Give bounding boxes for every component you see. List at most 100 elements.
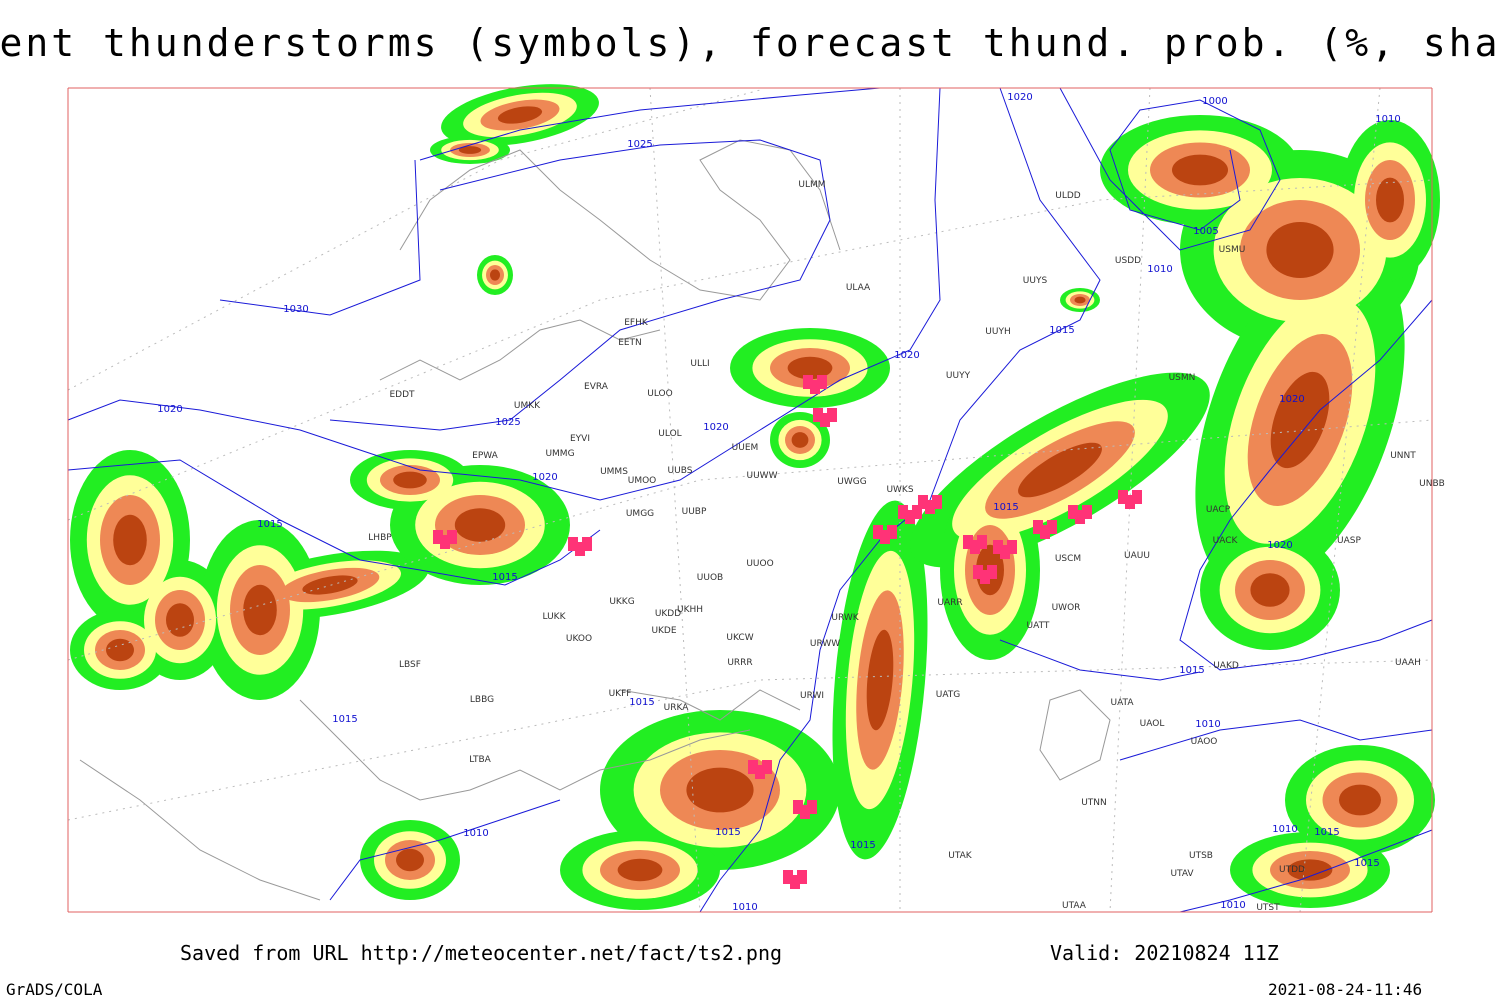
shade-area (617, 858, 663, 882)
isobar (67, 459, 601, 586)
shade-area (1266, 222, 1334, 278)
station-label: UKOO (566, 634, 592, 644)
isobar-label: 1010 (1375, 114, 1400, 125)
station-label: UARR (937, 598, 962, 608)
station-label: UKCW (726, 633, 753, 643)
isobar-label: 1005 (1193, 226, 1218, 237)
isobar (1059, 87, 1281, 251)
storm-symbol (1068, 505, 1078, 519)
station-label: LBBG (470, 695, 494, 705)
software: GrADS/COLA (6, 980, 103, 999)
isobar-label: 1015 (993, 502, 1018, 513)
station-label: UTAA (1062, 901, 1087, 911)
station-label: UWOR (1052, 603, 1081, 613)
storm-symbol (1125, 495, 1135, 509)
shade-area (393, 471, 427, 489)
graticule-line (1299, 87, 1381, 913)
station-label: LHBP (368, 533, 392, 543)
shade-area (113, 514, 147, 566)
station-label: UATG (936, 690, 961, 700)
station-label: UAUU (1124, 551, 1150, 561)
storm-symbol (993, 540, 1003, 554)
storm-symbol (918, 495, 928, 509)
isobar (999, 639, 1201, 681)
station-label: EVRA (584, 382, 609, 392)
storm-symbol (1047, 520, 1057, 534)
station-label: URWW (810, 639, 840, 649)
storm-symbol (970, 540, 980, 554)
isobar-label: 1015 (1049, 325, 1074, 336)
station-label: UUWW (747, 471, 778, 481)
station-label: EPWA (472, 451, 499, 461)
station-label: ULLI (690, 359, 709, 369)
isobar-label: 1020 (532, 472, 557, 483)
graticule-line (67, 179, 1433, 521)
station-label: UACP (1206, 505, 1231, 515)
shade-area (866, 629, 894, 731)
graticule-line (1109, 87, 1151, 913)
shade-area (243, 584, 277, 636)
isobar-label: 1020 (157, 404, 182, 415)
station-label: UMOO (628, 476, 657, 486)
station-label: EDDT (389, 390, 415, 400)
shade-area (302, 575, 358, 595)
storm-symbol (987, 565, 997, 579)
shade-area (1270, 371, 1330, 469)
storm-symbol (827, 408, 837, 422)
storm-symbol (905, 510, 915, 524)
storm-symbol (873, 525, 883, 539)
isobar-label: 1020 (1007, 92, 1032, 103)
storm-symbol (810, 380, 820, 394)
storm-symbol (912, 505, 922, 519)
isobar-label: 1015 (257, 519, 282, 530)
station-label: UUOO (746, 559, 773, 569)
station-label: UUYS (1023, 276, 1048, 286)
isobar-label: 1020 (1279, 394, 1304, 405)
station-label: UTAV (1170, 869, 1194, 879)
isobar-label: 1015 (629, 697, 654, 708)
isobar-label: 1015 (1179, 665, 1204, 676)
map-frame (67, 87, 1433, 913)
graticule-line (649, 87, 701, 913)
station-label: UUYH (985, 327, 1010, 337)
station-label: UASP (1337, 536, 1361, 546)
coastline (299, 699, 751, 801)
station-label: UTNN (1081, 798, 1107, 808)
isobar (419, 87, 881, 161)
shade-area (458, 146, 482, 154)
station-label: UMMS (600, 467, 628, 477)
storm-symbol (1118, 490, 1128, 504)
isobar-label: 1025 (495, 417, 520, 428)
storm-symbol (977, 535, 987, 549)
isobar-label: 1015 (715, 827, 740, 838)
isobar-label: 1015 (492, 572, 517, 583)
isobar-label: 1025 (627, 139, 652, 150)
storm-symbol (963, 535, 973, 549)
station-label: UMKK (514, 401, 541, 411)
storm-symbol (817, 375, 827, 389)
isobar (1179, 299, 1433, 671)
station-label: UUYY (946, 371, 971, 381)
storm-symbol (568, 537, 578, 551)
station-label: USMN (1169, 373, 1196, 383)
border (79, 759, 321, 901)
shade-area (489, 269, 501, 281)
shade-area (106, 638, 134, 662)
isobar (329, 139, 831, 431)
timestamp: 2021-08-24-11:46 (1268, 980, 1422, 999)
isobar-label: 1010 (732, 902, 757, 913)
station-label: UKDD (655, 609, 681, 619)
isobar-label: 1030 (283, 304, 308, 315)
storm-symbol (925, 500, 935, 514)
station-label: UAOO (1191, 737, 1218, 747)
shade-area (686, 767, 754, 813)
station-label: USMU (1219, 245, 1246, 255)
station-label: ULOO (647, 389, 672, 399)
storm-symbol (813, 408, 823, 422)
storm-symbol (433, 530, 443, 544)
valid-time: Valid: 20210824 11Z (1050, 941, 1279, 965)
isobar (219, 159, 421, 316)
shade-area (497, 106, 543, 124)
storm-symbol (887, 525, 897, 539)
storm-symbol (790, 875, 800, 889)
